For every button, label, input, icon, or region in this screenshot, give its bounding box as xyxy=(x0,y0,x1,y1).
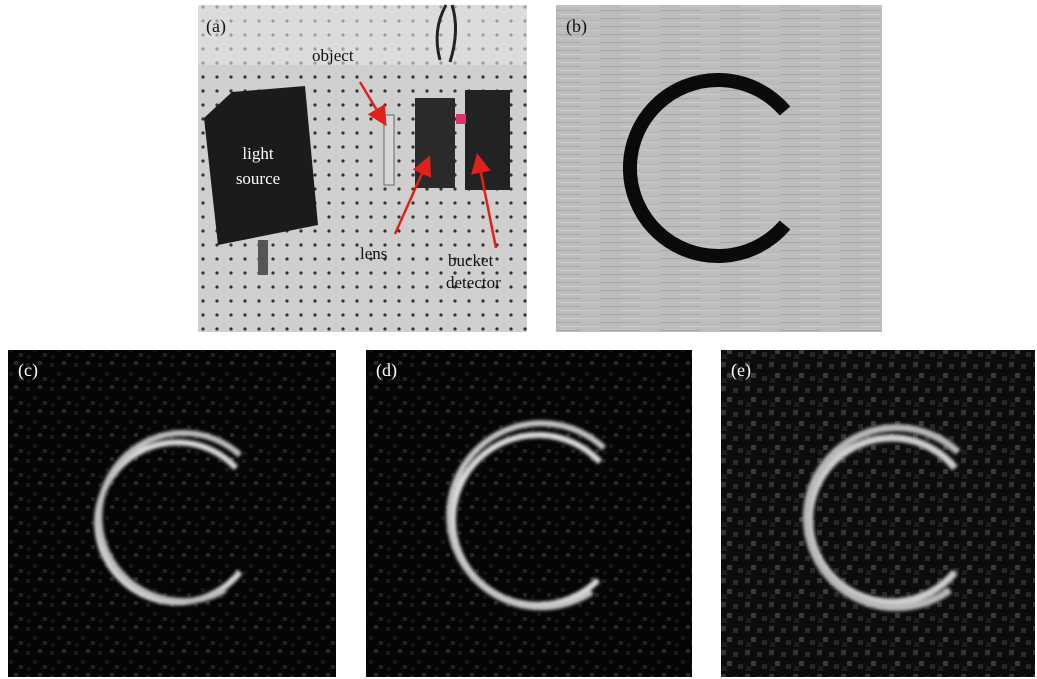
image xyxy=(8,350,336,677)
panel-label: (b) xyxy=(566,16,587,37)
panel-label: (c) xyxy=(18,360,38,381)
panel-e: (e) xyxy=(721,350,1035,677)
panel-a: (a) object light source lens bucket dete… xyxy=(198,5,527,332)
annotation: object xyxy=(312,46,354,65)
panel-b: (b) xyxy=(556,5,882,332)
annotation: bucket xyxy=(448,251,494,270)
panel-label: (d) xyxy=(376,360,397,381)
annotation: source xyxy=(236,169,280,188)
panel-c: (c) xyxy=(8,350,336,677)
object-plate xyxy=(384,115,394,185)
image xyxy=(721,350,1035,677)
post xyxy=(258,240,268,275)
filter xyxy=(456,114,466,124)
page: (a) object light source lens bucket dete… xyxy=(0,0,1037,679)
light-source-box xyxy=(204,86,318,245)
annotation: lens xyxy=(360,244,387,263)
annotation: detector xyxy=(446,273,501,292)
photo-bg xyxy=(198,5,527,65)
figure: (a) object light source lens bucket dete… xyxy=(0,0,1037,679)
panel-label: (a) xyxy=(206,16,226,37)
annotation: light xyxy=(242,144,273,163)
object-photo xyxy=(556,5,882,332)
panel-d: (d) xyxy=(366,350,692,677)
panel-label: (e) xyxy=(731,360,751,381)
image xyxy=(366,350,692,677)
detector-mount xyxy=(465,90,510,190)
